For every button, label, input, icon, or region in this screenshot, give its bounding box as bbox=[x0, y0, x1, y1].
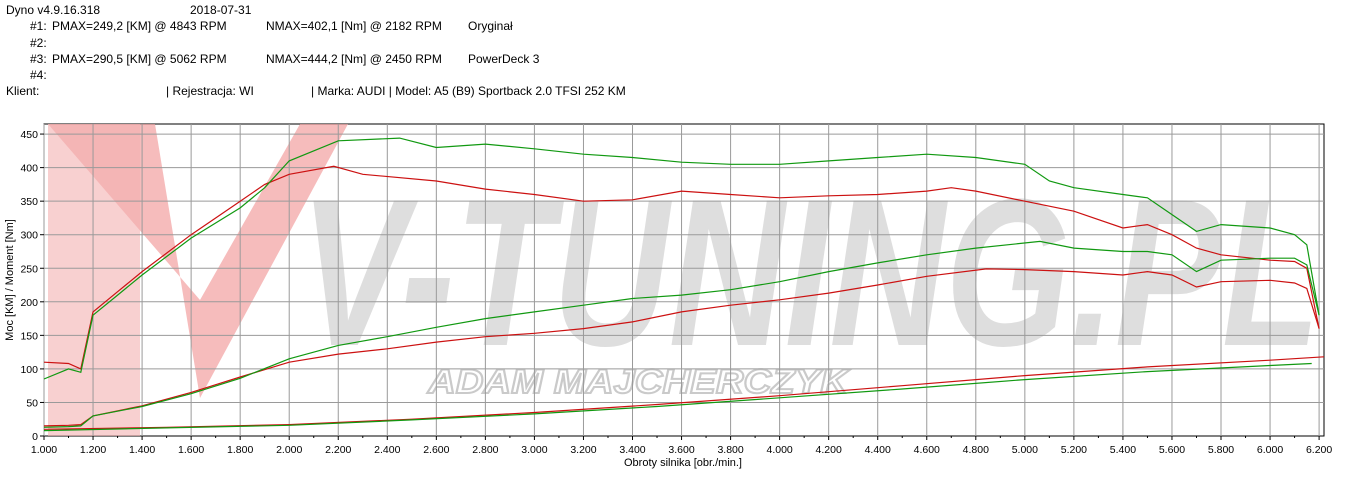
y-tick-label: 300 bbox=[20, 230, 38, 242]
x-tick-label: 1.400 bbox=[129, 444, 155, 456]
y-tick-label: 350 bbox=[20, 196, 38, 208]
y-tick-label: 200 bbox=[20, 297, 38, 309]
run-1-nmax: NMAX=402,1 [Nm] @ 2182 RPM bbox=[266, 19, 442, 33]
registration: | Rejestracja: WI bbox=[166, 84, 254, 98]
vehicle-info: | Marka: AUDI | Model: A5 (B9) Sportback… bbox=[311, 84, 626, 98]
run-3-label: PowerDeck 3 bbox=[468, 52, 540, 66]
y-tick-label: 50 bbox=[26, 397, 38, 409]
x-tick-label: 5.400 bbox=[1110, 444, 1136, 456]
x-tick-label: 2.600 bbox=[423, 444, 449, 456]
x-tick-label: 5.200 bbox=[1061, 444, 1087, 456]
x-tick-label: 3.800 bbox=[717, 444, 743, 456]
x-axis-label: Obroty silnika [obr./min.] bbox=[624, 457, 742, 469]
x-tick-label: 2.000 bbox=[276, 444, 302, 456]
y-tick-label: 450 bbox=[20, 129, 38, 141]
chart-series bbox=[43, 137, 1325, 432]
x-tick-label: 3.000 bbox=[521, 444, 547, 456]
watermark-v-left-block bbox=[48, 124, 140, 436]
x-tick-label: 5.800 bbox=[1208, 444, 1234, 456]
y-tick-label: 400 bbox=[20, 163, 38, 175]
run-1-label: Oryginał bbox=[468, 19, 513, 33]
x-tick-label: 4.000 bbox=[766, 444, 792, 456]
x-tick-label: 6.000 bbox=[1257, 444, 1283, 456]
x-tick-label: 4.800 bbox=[963, 444, 989, 456]
client-label: Klient: bbox=[6, 84, 40, 98]
y-tick-label: 100 bbox=[20, 364, 38, 376]
series-line-power-powerdeck bbox=[43, 240, 1320, 428]
run-4-id: #4: bbox=[30, 68, 47, 82]
series-line-power-oryginal bbox=[43, 268, 1320, 427]
test-date: 2018-07-31 bbox=[190, 3, 252, 17]
x-tick-label: 1.600 bbox=[178, 444, 204, 456]
x-tick-label: 3.600 bbox=[668, 444, 694, 456]
x-tick-label: 2.200 bbox=[325, 444, 351, 456]
x-tick-label: 1.200 bbox=[80, 444, 106, 456]
x-tick-label: 4.600 bbox=[914, 444, 940, 456]
x-tick-label: 2.400 bbox=[374, 444, 400, 456]
run-2-id: #2: bbox=[30, 36, 47, 50]
x-tick-label: 1.000 bbox=[31, 444, 57, 456]
y-axis-ticks: 0 50 100 150 200 250 300 350 400 450 bbox=[20, 129, 44, 443]
x-tick-label: 2.800 bbox=[472, 444, 498, 456]
x-tick-label: 5.600 bbox=[1159, 444, 1185, 456]
series-line-loss-powerdeck bbox=[43, 362, 1312, 432]
y-axis-label: Moc [KM] / Moment [Nm] bbox=[4, 219, 16, 341]
run-1-pmax: PMAX=249,2 [KM] @ 4843 RPM bbox=[52, 19, 227, 33]
run-1-id: #1: bbox=[30, 19, 47, 33]
app-version: Dyno v4.9.16.318 bbox=[6, 3, 101, 17]
run-3-pmax: PMAX=290,5 [KM] @ 5062 RPM bbox=[52, 52, 227, 66]
y-tick-label: 0 bbox=[32, 431, 38, 443]
series-line-loss-oryginal bbox=[43, 356, 1325, 430]
series-line-torque-oryginal bbox=[43, 165, 1320, 370]
y-tick-label: 150 bbox=[20, 330, 38, 342]
x-tick-label: 4.400 bbox=[865, 444, 891, 456]
run-3-nmax: NMAX=444,2 [Nm] @ 2450 RPM bbox=[266, 52, 442, 66]
x-tick-label: 1.800 bbox=[227, 444, 253, 456]
series-line-torque-powerdeck bbox=[43, 137, 1320, 380]
watermark-brand: V-TUNING.PL bbox=[300, 155, 1320, 390]
x-axis-ticks: 1.000 1.200 1.400 1.600 1.800 2.000 2.200 2.400… bbox=[31, 436, 1332, 456]
x-tick-label: 3.200 bbox=[570, 444, 596, 456]
grid-lines bbox=[43, 124, 1324, 436]
x-tick-label: 5.000 bbox=[1012, 444, 1038, 456]
run-3-id: #3: bbox=[30, 52, 47, 66]
y-tick-label: 250 bbox=[20, 263, 38, 275]
x-tick-label: 4.200 bbox=[816, 444, 842, 456]
x-tick-label: 3.400 bbox=[619, 444, 645, 456]
x-tick-label: 6.200 bbox=[1306, 444, 1332, 456]
